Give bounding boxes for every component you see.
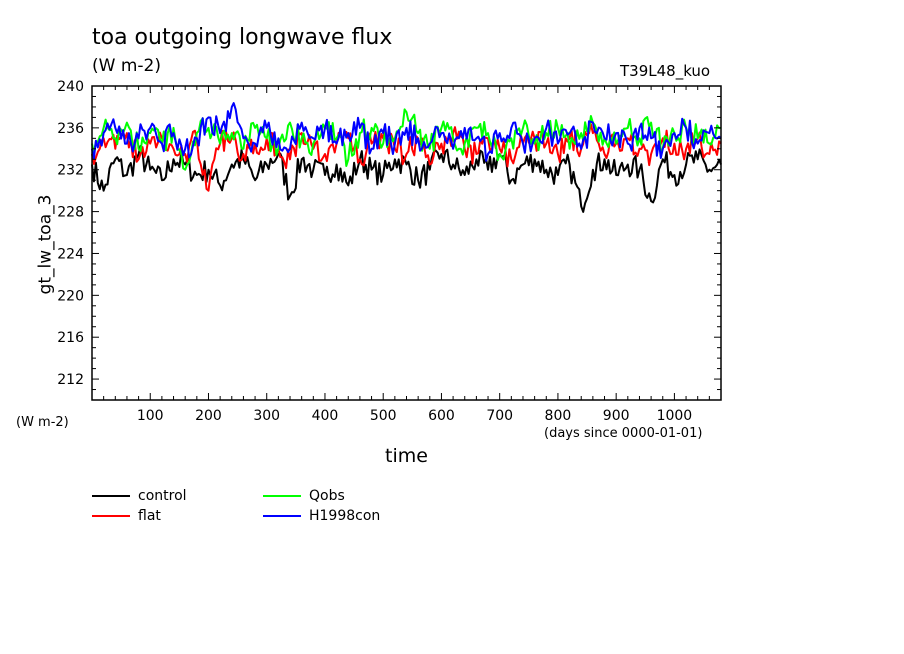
legend-item-qobs: Qobs <box>263 488 423 504</box>
x-tick-label: 800 <box>545 408 572 424</box>
axis-layer: 212 216 220 224 228 232 236 240 100 200 300 400 500 6… <box>57 79 722 424</box>
x-tick-label: 300 <box>253 408 280 424</box>
x-tick-label: 600 <box>428 408 455 424</box>
legend-item-control: control <box>92 488 252 504</box>
legend-item-h1998con: H1998con <box>263 508 423 524</box>
x-tick-label: 1000 <box>657 408 693 424</box>
series-line-control <box>91 145 722 213</box>
legend-label-flat: flat <box>138 508 161 524</box>
legend-swatch-flat <box>92 515 130 517</box>
x-tick-label: 700 <box>486 408 513 424</box>
y-tick-label: 224 <box>57 246 84 262</box>
x-tick-label: 100 <box>137 408 164 424</box>
y-tick-label: 228 <box>57 205 84 221</box>
y-tick-label: 216 <box>57 330 84 346</box>
legend-swatch-h1998con <box>263 515 301 517</box>
y-tick-label: 212 <box>57 372 84 388</box>
y-axis-units: (W m-2) <box>16 415 69 430</box>
y-tick-label: 232 <box>57 163 84 179</box>
y-tick-label: 240 <box>57 79 84 95</box>
y-tick-label: 236 <box>57 121 84 137</box>
series-layer <box>91 102 722 213</box>
x-axis-label: time <box>385 445 428 467</box>
series-line-h1998con <box>91 102 722 162</box>
legend-label-qobs: Qobs <box>309 488 345 504</box>
x-tick-label: 900 <box>603 408 630 424</box>
x-tick-label: 400 <box>312 408 339 424</box>
series-line-qobs <box>91 108 722 171</box>
run-label: T39L48_kuo <box>620 62 711 80</box>
chart-title: toa outgoing longwave flux <box>92 25 393 50</box>
legend-label-h1998con: H1998con <box>309 508 381 524</box>
legend-label-control: control <box>138 488 187 504</box>
legend-item-flat: flat <box>92 508 252 524</box>
x-axis-units: (days since 0000-01-01) <box>544 426 703 441</box>
legend-swatch-qobs <box>263 495 301 497</box>
y-tick-label: 220 <box>57 288 84 304</box>
chart-units: (W m-2) <box>92 56 161 76</box>
x-tick-label: 200 <box>195 408 222 424</box>
x-tick-label: 500 <box>370 408 397 424</box>
legend-swatch-control <box>92 495 130 497</box>
